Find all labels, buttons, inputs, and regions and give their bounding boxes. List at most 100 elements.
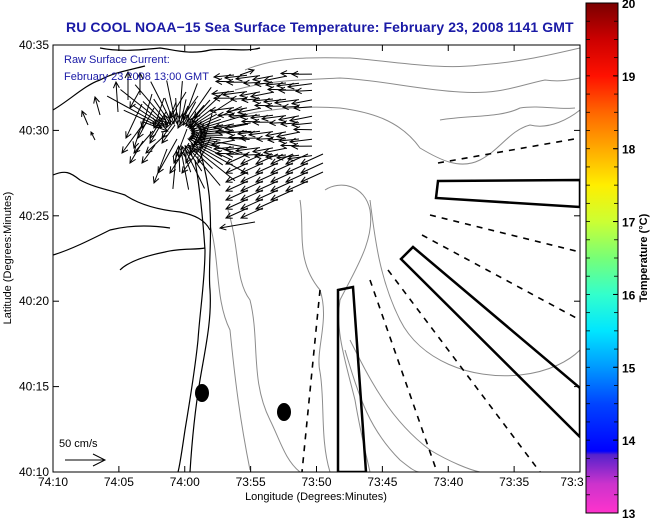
current-vector	[132, 117, 145, 150]
current-vector	[239, 68, 256, 76]
current-vector	[125, 103, 143, 140]
y-tick-label: 40:10	[19, 465, 49, 479]
zone-east-rect	[434, 178, 580, 209]
x-tick-label: 74:00	[170, 475, 200, 489]
surface-current-vectors	[81, 68, 324, 231]
current-vector	[249, 91, 274, 99]
current-vector	[187, 137, 213, 149]
current-vector	[223, 123, 248, 131]
current-vector	[198, 133, 250, 141]
current-vector	[262, 75, 287, 83]
current-vector	[189, 109, 201, 129]
current-vector	[262, 97, 287, 105]
current-vector	[294, 87, 313, 95]
zone-south-rect	[336, 285, 368, 472]
current-vector	[200, 113, 213, 150]
current-vector	[224, 180, 249, 192]
current-vector	[225, 150, 248, 158]
marker-dot-1	[195, 384, 209, 402]
current-vector	[164, 101, 177, 130]
current-vector	[239, 207, 264, 219]
dashed-line-5	[369, 279, 438, 472]
annotation-current-label: Raw Surface Current:	[64, 54, 170, 66]
y-tick-label: 40:30	[19, 123, 49, 137]
scale-arrow-label: 50 cm/s	[59, 438, 98, 450]
y-axis-title: Latitude (Degrees:Minutes)	[2, 192, 14, 325]
x-tick-label: 73:55	[236, 475, 266, 489]
current-vector	[236, 107, 261, 115]
current-vector	[279, 142, 300, 149]
coastline	[53, 47, 261, 472]
current-vector	[224, 198, 249, 210]
current-vector	[137, 107, 155, 139]
coastline-main	[189, 149, 212, 472]
x-tick-label: 73:50	[301, 475, 331, 489]
current-vector	[264, 131, 287, 139]
current-vector	[223, 73, 248, 81]
current-vector	[290, 70, 313, 78]
current-vector	[149, 111, 167, 139]
isobath-10	[344, 349, 421, 472]
current-vector	[264, 80, 287, 88]
current-vector	[275, 81, 300, 89]
current-vector	[197, 136, 246, 148]
current-vector	[292, 126, 313, 133]
y-tick-label: 40:35	[19, 38, 49, 52]
current-vector	[214, 150, 235, 157]
current-vector	[247, 130, 274, 138]
current-vector	[234, 74, 261, 82]
colorbar-tick-label: 20	[622, 0, 636, 11]
zone-diagonal-rect	[399, 245, 580, 439]
current-vector	[129, 140, 144, 164]
current-vector	[93, 95, 101, 116]
colorbar-tick-label: 17	[622, 216, 636, 230]
current-vector	[253, 102, 274, 109]
current-vector	[251, 96, 274, 104]
current-vector	[136, 71, 144, 95]
isobath-3	[229, 106, 580, 165]
colorbar-tick-label: 14	[622, 434, 636, 448]
isobath-1	[244, 47, 580, 71]
current-vector	[224, 171, 249, 183]
current-vector	[234, 146, 261, 154]
current-vector	[177, 105, 189, 130]
coastline-inner	[177, 159, 206, 472]
y-axis-ticks: 40:10 40:15 40:20 40:25 40:30 40:35	[19, 38, 580, 479]
current-vector	[251, 75, 274, 83]
current-vector	[197, 136, 212, 164]
x-tick-label: 74:05	[104, 475, 134, 489]
dashed-line-3	[421, 234, 580, 321]
current-vector	[290, 120, 313, 128]
current-vector	[264, 152, 287, 160]
current-vector	[152, 148, 168, 185]
current-vector	[124, 70, 132, 100]
colorbar	[585, 2, 619, 514]
current-vector	[251, 147, 274, 155]
y-tick-label: 40:25	[19, 209, 49, 223]
current-vector	[181, 146, 202, 174]
current-vector	[277, 86, 300, 94]
colorbar-tick-label: 15	[622, 361, 636, 375]
current-vector	[212, 72, 235, 80]
x-tick-label: 73:35	[499, 475, 529, 489]
y-tick-label: 40:20	[19, 294, 49, 308]
coastline-top	[99, 47, 261, 53]
current-vector	[185, 132, 200, 165]
current-vector	[290, 142, 313, 150]
isobath-7	[324, 184, 372, 472]
coastline-sandyhook	[119, 247, 206, 271]
current-vector	[260, 114, 287, 122]
current-vector	[286, 82, 313, 90]
current-vector	[214, 78, 235, 85]
colorbar-ticks: 13 14 15 16 17 18 19 20	[586, 0, 636, 518]
isobath-11	[439, 106, 576, 121]
current-vector	[266, 86, 287, 93]
y-tick-label: 40:15	[19, 380, 49, 394]
dashed-line-2	[429, 214, 580, 253]
current-vector	[90, 131, 96, 141]
current-vector	[288, 115, 313, 123]
current-vector	[141, 144, 156, 164]
current-vector	[218, 221, 256, 231]
current-vector	[290, 99, 313, 107]
coastline-raritan	[53, 225, 171, 256]
